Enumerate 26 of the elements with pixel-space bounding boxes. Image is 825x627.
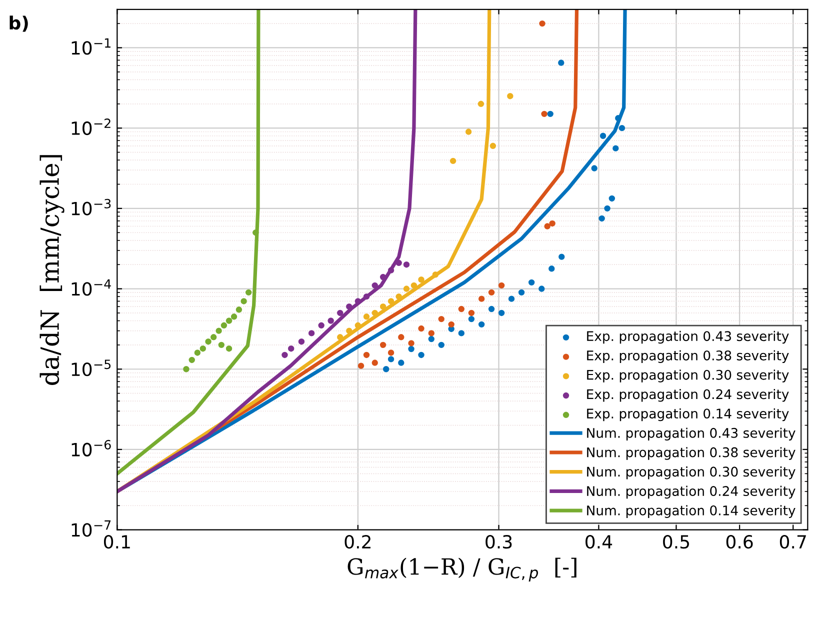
legend-label: Exp. propagation 0.14 severity [587,408,789,422]
legend-label: Exp. propagation 0.24 severity [587,388,789,402]
legend-label: Exp. propagation 0.30 severity [587,370,789,382]
y-tick-label: 10$^{−1}$ [72,38,110,55]
y-tick-label: 10$^{−5}$ [72,360,111,376]
x-tick-label: 0.7 [780,534,806,549]
x-tick-label: 0.5 [663,534,689,549]
y-tick-label: 10$^{−4}$ [72,279,111,296]
legend-label: Exp. propagation 0.43 severity [587,330,789,344]
legend-label: Exp. propagation 0.38 severity [587,350,789,364]
y-tick-label: 10$^{−6}$ [72,440,111,456]
y-axis-title: da/dN [mm/cycle] [40,155,64,386]
legend-label: Num. propagation 0.38 severity [587,447,796,460]
text: b) [10,16,28,32]
x-tick-label: 0.1 [104,534,130,549]
x-tick-label: 0.6 [726,534,753,549]
x-tick-label: 0.2 [344,534,370,549]
x-axis-title: G$_{max}$(1−R) / G$_{IC,p}$ [-] [348,558,576,582]
y-tick-label: 10$^{−3}$ [72,198,111,216]
x-tick-label: 0.4 [586,534,612,549]
legend-label: Num. propagation 0.43 severity [587,428,796,440]
legend-label: Num. propagation 0.24 severity [587,486,796,499]
y-tick-label: 10$^{−2}$ [72,118,110,136]
x-tick-label: 0.3 [486,534,512,549]
legend-label: Num. propagation 0.14 severity [587,505,796,518]
legend-label: Num. propagation 0.30 severity [587,466,796,480]
